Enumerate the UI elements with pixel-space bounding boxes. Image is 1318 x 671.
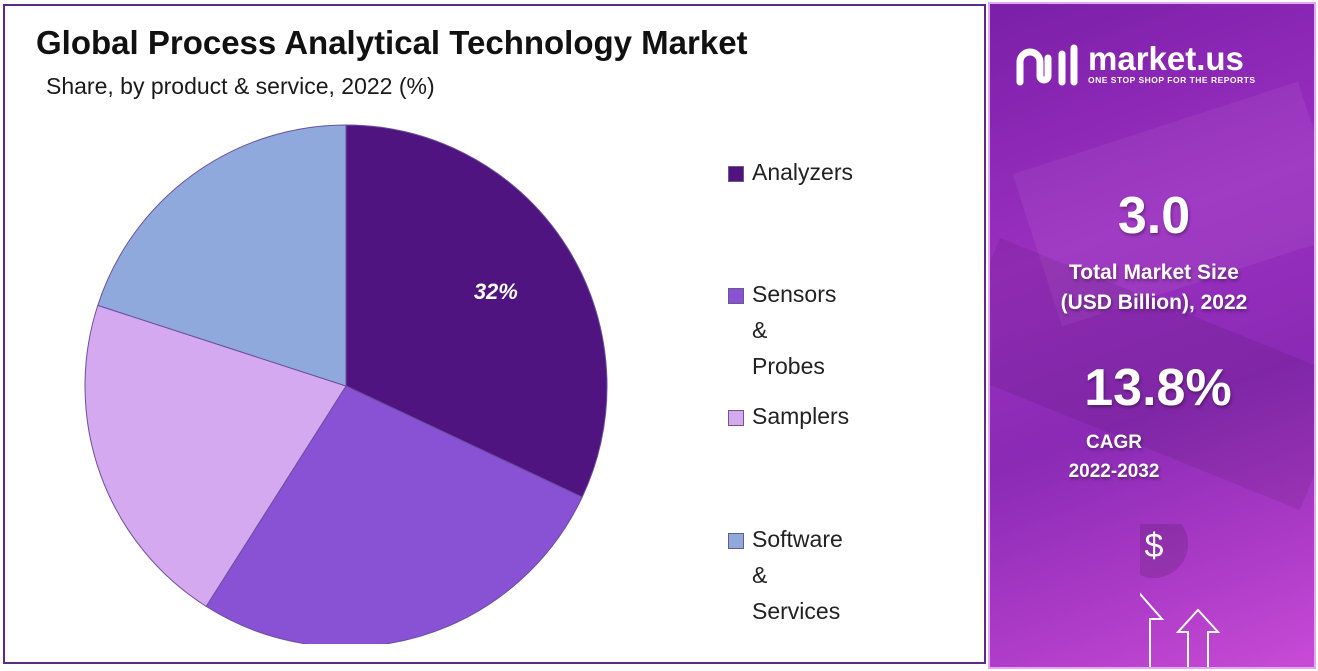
pie-slice-samplers — [84, 304, 347, 608]
legend-item-sensors-probes: Sensors & Probes — [728, 281, 836, 384]
pie-slice-sensors-probes — [205, 385, 583, 644]
pie-chart: 32% — [84, 124, 608, 644]
legend-item-software-services: Software & Services — [728, 526, 843, 629]
market-us-logo-icon — [1016, 44, 1078, 86]
legend-item-analyzers: Analyzers — [728, 159, 853, 190]
brand-logo: market.us ONE STOP SHOP FOR THE REPORTS — [1012, 42, 1256, 86]
legend-swatch — [728, 166, 744, 182]
legend-swatch — [728, 288, 744, 304]
legend-swatch — [728, 533, 744, 549]
pie-data-label: 32% — [474, 279, 518, 304]
legend-label: Software & Services — [752, 526, 843, 624]
chart-subtitle: Share, by product & service, 2022 (%) — [46, 73, 435, 99]
legend-swatch — [728, 410, 744, 426]
cagr-label: CAGR 2022-2032 — [1068, 432, 1160, 482]
growth-arrows-icon: $ — [1140, 524, 1221, 667]
brand-name: market.us — [1088, 40, 1244, 77]
legend-label: Sensors & Probes — [752, 281, 837, 379]
legend-item-samplers: Samplers — [728, 403, 849, 434]
pie-slice-analyzers — [345, 124, 608, 498]
cagr-value: 13.8% — [1084, 359, 1232, 417]
pie-slice-software-services — [97, 124, 347, 387]
brand-tagline: ONE STOP SHOP FOR THE REPORTS — [1088, 75, 1256, 85]
dollar-icon: $ — [1145, 527, 1164, 565]
market-size-label: Total Market Size (USD Billion), 2022 — [1060, 261, 1248, 314]
legend-label: Analyzers — [752, 159, 853, 185]
market-size-value: 3.0 — [1117, 187, 1191, 245]
chart-title: Global Process Analytical Technology Mar… — [36, 24, 748, 61]
legend-label: Samplers — [752, 403, 850, 429]
stats-panel: market.us ONE STOP SHOP FOR THE REPORTS … — [988, 2, 1316, 669]
